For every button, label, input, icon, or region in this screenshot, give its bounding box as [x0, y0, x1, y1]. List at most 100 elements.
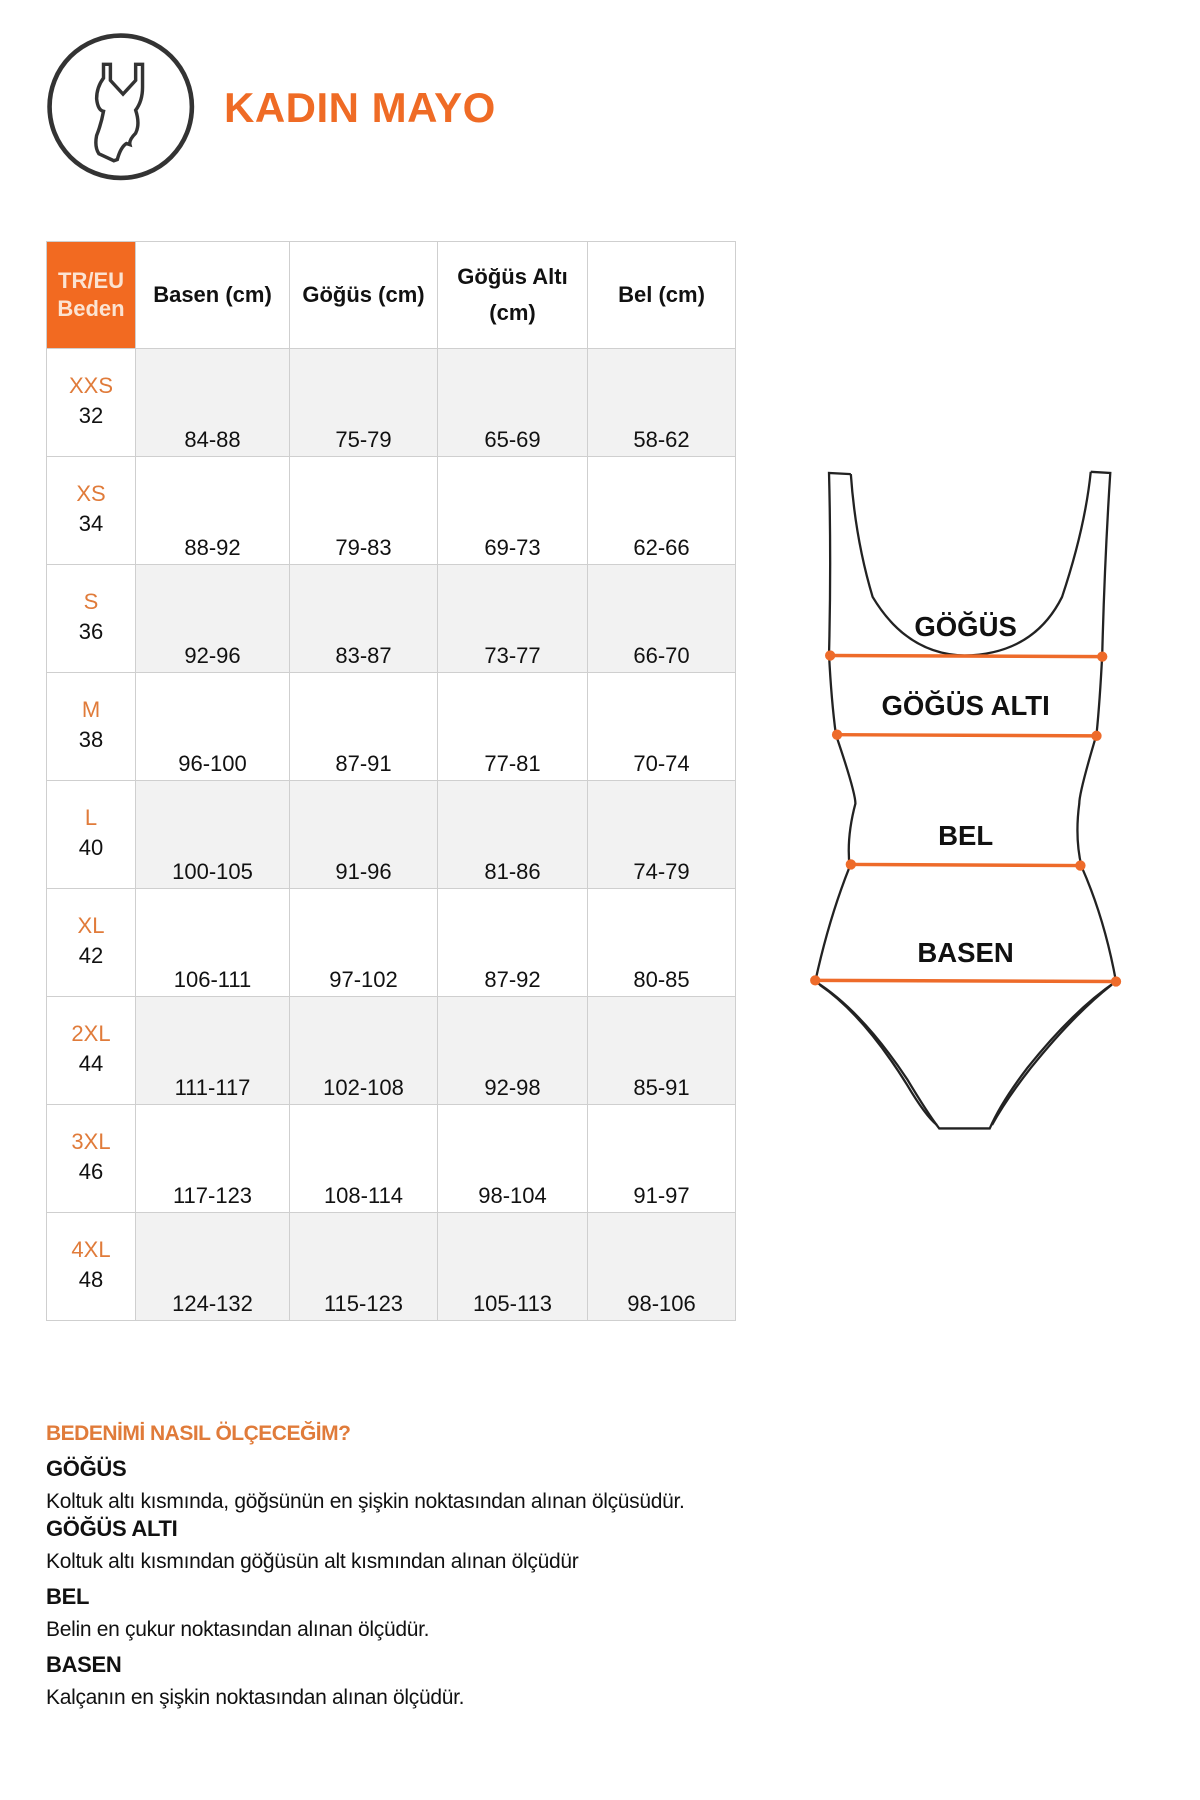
cell-value: 84-88	[184, 427, 241, 452]
size-cell: XXS 32	[46, 348, 136, 457]
table-row: M 38 96-100 87-91 77-81 70-74	[46, 672, 736, 781]
size-number: 32	[78, 403, 104, 428]
cell-bel: 62-66	[587, 456, 736, 565]
cell-gogus-alti: 87-92	[437, 888, 588, 997]
cell-value: 81-86	[484, 859, 541, 884]
size-cell: XL 42	[46, 888, 136, 997]
size-label: S	[83, 589, 99, 614]
cell-value: 85-91	[633, 1075, 690, 1100]
size-number: 48	[78, 1267, 104, 1292]
size-cell: 4XL 48	[46, 1212, 136, 1321]
cell-value: 87-91	[335, 751, 392, 776]
cell-basen: 117-123	[135, 1104, 290, 1213]
size-number: 40	[78, 835, 104, 860]
cell-value: 117-123	[172, 1183, 253, 1208]
size-number: 46	[78, 1159, 104, 1184]
cell-bel: 70-74	[587, 672, 736, 781]
cell-value: 102-108	[323, 1075, 404, 1100]
cell-gogus: 79-83	[289, 456, 438, 565]
cell-value: 91-96	[335, 859, 392, 884]
diagram-label-gogus: GÖĞÜS	[914, 611, 1017, 642]
cell-value: 69-73	[484, 535, 541, 560]
cell-value: 111-117	[174, 1075, 251, 1100]
cell-basen: 92-96	[135, 564, 290, 673]
cell-bel: 80-85	[587, 888, 736, 997]
cell-value: 74-79	[633, 859, 690, 884]
cell-value: 115-123	[323, 1291, 404, 1316]
cell-value: 88-92	[184, 535, 241, 560]
header-basen: Basen (cm)	[135, 241, 290, 349]
size-label: XXS	[68, 373, 114, 398]
guide-title-gogus-alti: GÖĞÜS ALTI	[46, 1516, 178, 1541]
header-bel: Bel (cm)	[587, 241, 736, 349]
cell-basen: 100-105	[135, 780, 290, 889]
cell-gogus-alti: 81-86	[437, 780, 588, 889]
size-label: 2XL	[71, 1021, 111, 1046]
table-row: XXS 32 84-88 75-79 65-69 58-62	[46, 348, 736, 457]
cell-value: 75-79	[335, 427, 392, 452]
size-label: 3XL	[71, 1129, 111, 1154]
header-size-line1: TR/EU	[58, 268, 124, 293]
size-label: 4XL	[71, 1237, 111, 1262]
cell-bel: 98-106	[587, 1212, 736, 1321]
swimsuit-icon	[47, 33, 195, 181]
table-row: L 40 100-105 91-96 81-86 74-79	[46, 780, 736, 889]
cell-gogus-alti: 77-81	[437, 672, 588, 781]
cell-value: 124-132	[172, 1291, 253, 1316]
cell-value: 92-96	[184, 643, 241, 668]
cell-value: 98-104	[478, 1183, 547, 1208]
cell-basen: 124-132	[135, 1212, 290, 1321]
table-header: TR/EU Beden Basen (cm) Göğüs (cm) Göğüs A…	[46, 241, 736, 349]
cell-gogus: 108-114	[289, 1104, 438, 1213]
size-cell: 3XL 46	[46, 1104, 136, 1213]
diagram-label-basen: BASEN	[917, 937, 1013, 968]
diagram-label-gogus-alti: GÖĞÜS ALTI	[881, 690, 1049, 721]
cell-gogus: 75-79	[289, 348, 438, 457]
size-table: TR/EU Beden Basen (cm) Göğüs (cm) Göğüs A…	[46, 241, 736, 1321]
cell-gogus: 102-108	[289, 996, 438, 1105]
cell-basen: 106-111	[135, 888, 290, 997]
cell-value: 66-70	[633, 643, 690, 668]
size-number: 38	[78, 727, 104, 752]
cell-gogus: 115-123	[289, 1212, 438, 1321]
cell-value: 77-81	[484, 751, 541, 776]
cell-basen: 88-92	[135, 456, 290, 565]
cell-value: 96-100	[178, 751, 247, 776]
size-label: M	[81, 697, 101, 722]
size-number: 34	[78, 511, 104, 536]
cell-gogus: 87-91	[289, 672, 438, 781]
cell-bel: 74-79	[587, 780, 736, 889]
guide-title-basen: BASEN	[46, 1652, 122, 1677]
diagram-label-bel: BEL	[938, 820, 993, 851]
size-label: L	[84, 805, 98, 830]
cell-value: 79-83	[335, 535, 392, 560]
cell-value: 65-69	[484, 427, 541, 452]
size-cell: S 36	[46, 564, 136, 673]
size-number: 36	[78, 619, 104, 644]
cell-bel: 58-62	[587, 348, 736, 457]
cell-value: 91-97	[633, 1183, 690, 1208]
cell-gogus: 83-87	[289, 564, 438, 673]
measurement-guide: BEDENİMİ NASIL ÖLÇECEĞİM? GÖĞÜS Koltuk a…	[46, 1422, 1146, 1710]
cell-value: 106-111	[173, 967, 252, 992]
guide-text-gogus-alti: Koltuk altı kısmından göğüsün alt kısmın…	[46, 1550, 579, 1573]
guide-text-bel: Belin en çukur noktasından alınan ölçüdü…	[46, 1618, 430, 1641]
header-gogus-alti: Göğüs Altı (cm)	[437, 241, 588, 349]
header-size-line2: Beden	[57, 296, 125, 321]
header-gogus: Göğüs (cm)	[289, 241, 438, 349]
size-cell: XS 34	[46, 456, 136, 565]
cell-value: 108-114	[323, 1183, 404, 1208]
guide-title-gogus: GÖĞÜS	[46, 1456, 127, 1481]
size-number: 42	[78, 943, 104, 968]
cell-basen: 96-100	[135, 672, 290, 781]
size-cell: L 40	[46, 780, 136, 889]
measurement-lines	[810, 650, 1122, 987]
table-row: 2XL 44 111-117 102-108 92-98 85-91	[46, 996, 736, 1105]
size-cell: 2XL 44	[46, 996, 136, 1105]
cell-value: 97-102	[329, 967, 398, 992]
cell-value: 58-62	[633, 427, 690, 452]
page-title: KADIN MAYO	[224, 84, 496, 131]
cell-gogus-alti: 65-69	[437, 348, 588, 457]
cell-value: 98-106	[627, 1291, 696, 1316]
